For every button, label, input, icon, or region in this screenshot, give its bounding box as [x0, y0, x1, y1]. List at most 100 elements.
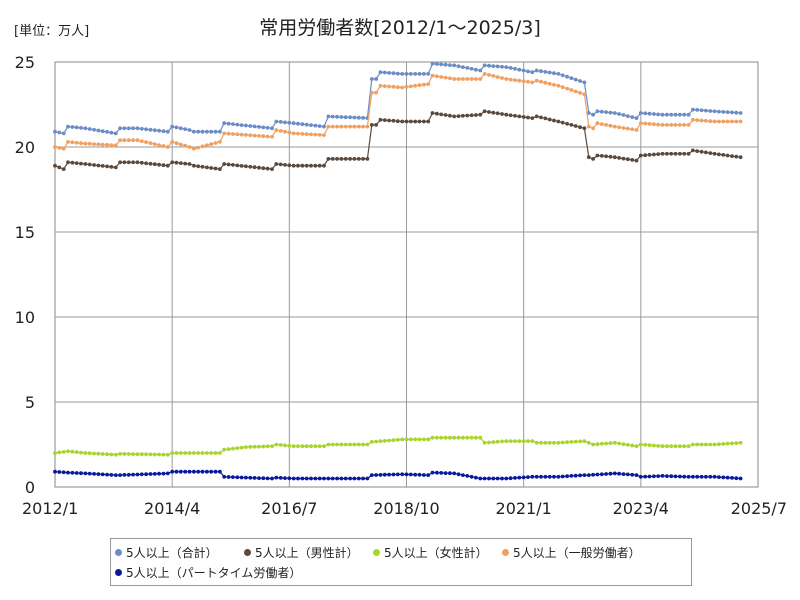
series-point-2: [500, 439, 504, 444]
series-point-0: [573, 77, 578, 82]
series-point-4: [209, 469, 214, 474]
series-point-1: [638, 153, 643, 158]
series-point-3: [74, 140, 79, 145]
series-point-3: [387, 84, 391, 89]
series-point-3: [335, 124, 339, 129]
series-point-1: [717, 152, 721, 157]
series-point-1: [699, 149, 704, 154]
series-point-1: [552, 118, 556, 123]
series-point-4: [669, 474, 674, 479]
series-point-4: [400, 472, 405, 477]
series-point-0: [643, 111, 648, 116]
series-point-4: [231, 475, 235, 479]
series-point-2: [530, 439, 535, 443]
series-point-0: [591, 112, 595, 117]
series-point-4: [113, 473, 118, 477]
series-point-0: [196, 129, 201, 134]
series-point-1: [161, 163, 166, 168]
series-point-4: [556, 474, 561, 479]
series-point-1: [157, 162, 162, 167]
series-point-2: [79, 450, 83, 455]
series-point-3: [734, 119, 739, 124]
series-point-3: [161, 144, 166, 148]
series-point-4: [422, 473, 426, 477]
series-point-4: [304, 476, 309, 481]
series-point-1: [148, 161, 153, 166]
series-point-3: [547, 81, 552, 86]
series-point-0: [231, 122, 235, 126]
series-point-1: [274, 162, 279, 166]
series-point-3: [482, 72, 487, 76]
series-point-2: [487, 440, 491, 445]
series-point-0: [621, 113, 626, 117]
series-point-1: [66, 160, 70, 165]
series-point-0: [161, 129, 166, 134]
series-point-4: [573, 473, 578, 478]
series-point-2: [708, 442, 713, 447]
series-point-0: [53, 129, 57, 134]
legend-item: 5人以上（合計）: [115, 544, 218, 561]
series-point-0: [734, 110, 739, 115]
series-point-0: [70, 125, 75, 129]
series-point-1: [474, 113, 478, 117]
series-point-3: [79, 141, 83, 146]
series-point-0: [478, 68, 483, 73]
series-point-1: [183, 161, 188, 166]
series-point-3: [283, 129, 287, 134]
series-point-4: [708, 474, 713, 479]
series-point-0: [474, 67, 478, 72]
series-point-2: [291, 444, 296, 449]
series-point-4: [222, 474, 227, 479]
series-point-2: [248, 445, 253, 449]
series-point-3: [348, 124, 352, 129]
series-point-0: [430, 61, 435, 66]
series-point-2: [309, 444, 313, 449]
series-point-2: [192, 451, 196, 455]
series-point-0: [105, 130, 109, 134]
series-point-1: [634, 158, 639, 163]
series-point-0: [513, 66, 517, 71]
series-point-1: [643, 153, 648, 158]
series-point-4: [625, 472, 630, 477]
series-point-0: [612, 111, 617, 115]
series-point-0: [617, 112, 621, 116]
series-point-3: [448, 76, 452, 81]
series-point-1: [322, 163, 326, 168]
series-point-0: [517, 67, 522, 72]
series-point-1: [599, 154, 604, 158]
series-point-3: [170, 140, 175, 144]
series-point-3: [417, 83, 422, 88]
series-point-3: [634, 128, 639, 132]
series-point-2: [526, 439, 530, 443]
series-point-4: [239, 475, 244, 480]
series-point-1: [218, 167, 222, 172]
series-point-1: [439, 112, 444, 117]
series-point-3: [712, 119, 717, 124]
legend-marker-icon: [244, 549, 251, 556]
series-point-3: [66, 140, 70, 144]
series-point-1: [213, 166, 218, 171]
series-point-2: [265, 444, 270, 449]
series-point-3: [691, 117, 695, 122]
series-point-0: [339, 115, 344, 119]
series-point-1: [170, 160, 175, 165]
series-point-1: [235, 163, 240, 168]
series-point-1: [461, 113, 465, 118]
series-point-0: [526, 69, 530, 74]
series-point-3: [560, 85, 565, 90]
series-point-0: [582, 80, 587, 85]
series-point-1: [495, 111, 500, 116]
series-point-3: [96, 142, 101, 147]
series-point-2: [131, 452, 136, 456]
series-point-0: [369, 77, 374, 81]
legend-label: 5人以上（男性計）: [255, 546, 359, 560]
series-point-4: [339, 476, 344, 481]
series-point-4: [608, 471, 613, 476]
series-point-2: [495, 439, 500, 444]
series-point-3: [118, 138, 122, 143]
x-tick-label: 2023/4: [613, 499, 669, 518]
series-point-1: [96, 163, 101, 168]
series-point-3: [218, 140, 222, 144]
series-point-4: [178, 469, 183, 474]
